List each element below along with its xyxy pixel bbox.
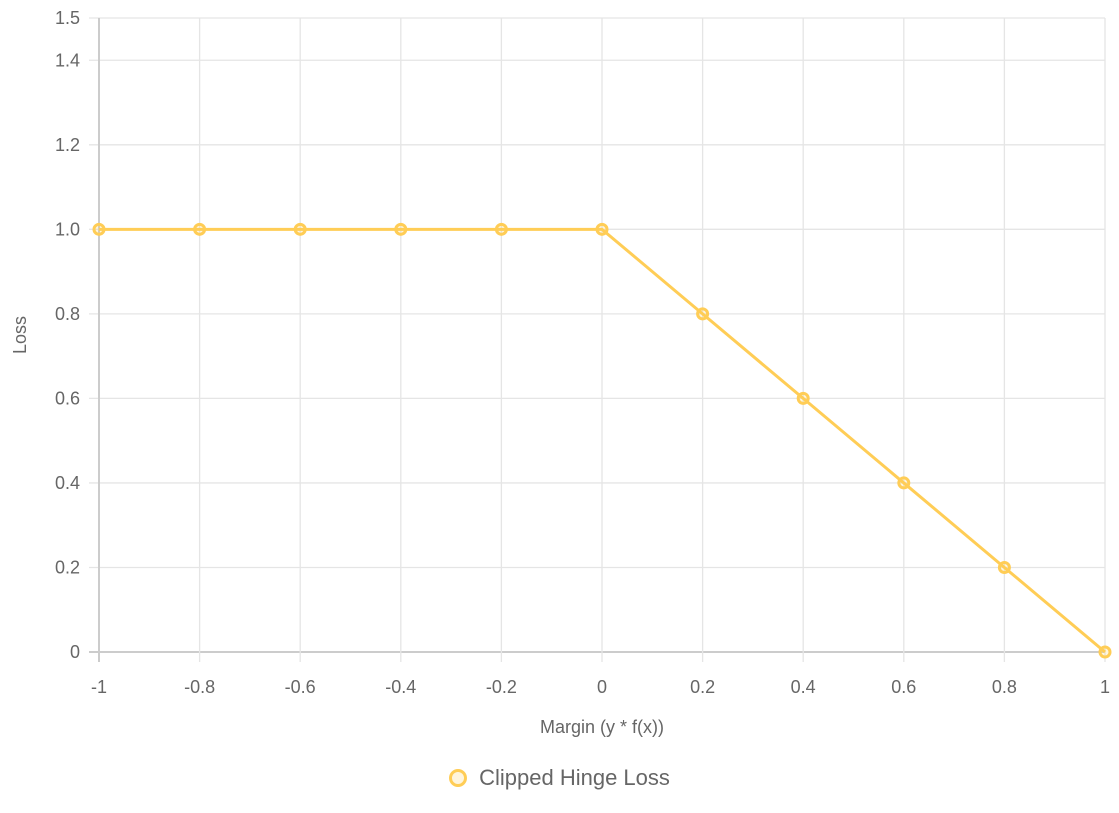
y-tick-label: 1.2 [55,135,80,155]
grid-lines [89,17,1106,662]
y-tick-label: 0.6 [55,388,80,408]
x-tick-label: -1 [91,677,107,697]
data-point[interactable] [394,222,408,236]
y-tick-label: 0 [70,642,80,662]
x-tick-label: 0.8 [992,677,1017,697]
series-line [99,227,1106,654]
y-tick-label: 1.0 [55,219,80,239]
legend-circle-icon[interactable] [449,769,468,787]
x-tick-label: 1 [1100,677,1110,697]
legend-label[interactable]: Clipped Hinge Loss [479,765,670,790]
y-axis-title: Loss [10,316,30,354]
x-axis-title: Margin (y * f(x)) [540,717,664,737]
data-point[interactable] [293,222,307,236]
x-tick-label: -0.2 [486,677,517,697]
legend: Clipped Hinge Loss [0,760,1119,796]
x-tick-label: -0.4 [385,677,416,697]
data-point[interactable] [796,391,810,405]
y-tick-label: 0.8 [55,304,80,324]
x-tick-label: 0 [597,677,607,697]
y-tick-label: 1.5 [55,8,80,28]
x-tick-label: 0.2 [690,677,715,697]
data-point[interactable] [897,476,911,490]
data-point[interactable] [595,222,609,236]
x-tick-label: -0.6 [285,677,316,697]
x-tick-label: -0.8 [184,677,215,697]
data-point[interactable] [997,560,1011,574]
data-point[interactable] [696,307,710,321]
y-tick-label: 1.4 [55,50,80,70]
y-tick-label: 0.4 [55,473,80,493]
series-clipped-hinge-loss [92,222,1112,659]
data-point[interactable] [92,222,106,236]
data-point[interactable] [193,222,207,236]
x-tick-label: 0.4 [791,677,816,697]
data-point[interactable] [1098,645,1112,659]
x-tick-label: 0.6 [891,677,916,697]
data-point[interactable] [494,222,508,236]
y-axis-ticks: 0 0.2 0.4 0.6 0.8 1.0 1.2 1.4 1.5 [55,8,80,662]
y-tick-label: 0.2 [55,557,80,577]
x-axis-ticks: -1 -0.8 -0.6 -0.4 -0.2 0 0.2 0.4 0.6 0.8 1 [91,677,1110,697]
